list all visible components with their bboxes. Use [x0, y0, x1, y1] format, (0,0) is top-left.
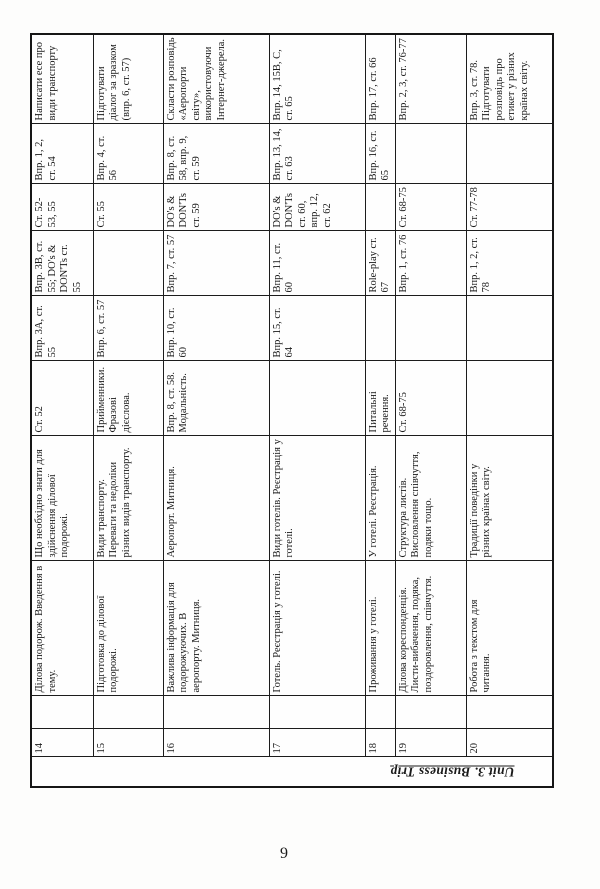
exercise-cell: Впр. 1, 2, ст. 54: [31, 124, 93, 184]
lesson-number-cell: 18: [365, 729, 395, 757]
exercise-cell: Впр. 6, ст. 57: [93, 296, 163, 361]
homework-cell: Підготувати діалог за зразком (впр. 6, с…: [93, 34, 163, 124]
exercise-cell: Впр. 8, ст. 58, впр. 9, ст. 59: [163, 124, 269, 184]
grammar-cell: Ст. 52: [31, 361, 93, 436]
exercise-cell: Ст. 55: [93, 184, 163, 231]
unit-label-cell: Unit 3. Business Trip: [31, 757, 553, 787]
lesson-number-cell: 20: [466, 729, 553, 757]
exercise-cell: [365, 296, 395, 361]
exercise-cell: Впр. 1, ст. 76: [395, 231, 466, 296]
homework-cell: Впр. 2, 3, ст. 76-77: [395, 34, 466, 124]
rotated-table-wrap: Unit 3. Business Trip 14 Ділова подорож.…: [30, 33, 554, 788]
exercise-cell: [365, 184, 395, 231]
exercise-cell: [466, 124, 553, 184]
grammar-cell: Впр. 8, ст. 58. Модальність.: [163, 361, 269, 436]
exercise-cell: Впр. 11, ст. 60: [269, 231, 365, 296]
date-cell: [31, 696, 93, 729]
homework-cell: Впр. 14, 15В, С, ст. 65: [269, 34, 365, 124]
exercise-cell: DO's & DON'Ts ст. 59: [163, 184, 269, 231]
topic-cell: Важлива інформація для подорожуючих. В а…: [163, 561, 269, 696]
exercise-cell: Ст. 68-75: [395, 184, 466, 231]
date-cell: [269, 696, 365, 729]
date-cell: [163, 696, 269, 729]
exercise-cell: Role-play ст. 67: [365, 231, 395, 296]
exercise-cell: [395, 124, 466, 184]
lesson-number-cell: 15: [93, 729, 163, 757]
table-row: 16 Важлива інформація для подорожуючих. …: [163, 34, 269, 787]
unit-title: Unit 3. Business Trip: [389, 764, 514, 780]
exercise-cell: Ст. 52-53, 55: [31, 184, 93, 231]
subtopic-cell: Види готелів. Реєстрація у готелі.: [269, 436, 365, 561]
homework-cell: Скласти розповідь «Аеропорти світу», вик…: [163, 34, 269, 124]
lesson-number-cell: 19: [395, 729, 466, 757]
grammar-cell: Прийменники. Фразові дієслова.: [93, 361, 163, 436]
subtopic-cell: Види транспорту. Переваги та недоліки рі…: [93, 436, 163, 561]
subtopic-cell: Що необхідно знати для здійснення ділово…: [31, 436, 93, 561]
lesson-number-cell: 16: [163, 729, 269, 757]
date-cell: [93, 696, 163, 729]
table-row: Unit 3. Business Trip 14 Ділова подорож.…: [31, 34, 553, 787]
subtopic-cell: Структура листів. Висловлення співчуття,…: [395, 436, 466, 561]
date-cell: [365, 696, 395, 729]
grammar-cell: [269, 361, 365, 436]
table-row: 19 Ділова кореспонденція. Листи-вибаченн…: [395, 34, 466, 787]
exercise-cell: Ст. 77-78: [466, 184, 553, 231]
exercise-cell: [395, 296, 466, 361]
exercise-cell: Впр. 3В, ст. 55; DO's & DON'Ts ст. 55: [31, 231, 93, 296]
topic-cell: Підготовка до ділової подорожі.: [93, 561, 163, 696]
exercise-cell: [93, 231, 163, 296]
exercise-cell: Впр. 15, ст. 64: [269, 296, 365, 361]
table-row: 15 Підготовка до ділової подорожі. Види …: [93, 34, 163, 787]
topic-cell: Ділова кореспонденція. Листи-вибачення, …: [395, 561, 466, 696]
exercise-cell: Впр. 10, ст. 60: [163, 296, 269, 361]
table-row: 17 Готель. Реєстрація у готелі. Види гот…: [269, 34, 365, 787]
date-cell: [395, 696, 466, 729]
table-row: 18 Проживання у готелі. У готелі. Реєстр…: [365, 34, 395, 787]
homework-cell: Впр. 17, ст. 66: [365, 34, 395, 124]
exercise-cell: DO's & DON'Ts ст. 60, впр. 12, ст. 62: [269, 184, 365, 231]
subtopic-cell: Аеропорт. Митниця.: [163, 436, 269, 561]
topic-cell: Робота з текстом для читання.: [466, 561, 553, 696]
subtopic-cell: Традиції поведінки у різних країнах світ…: [466, 436, 553, 561]
table-row: 20 Робота з текстом для читання. Традиці…: [466, 34, 553, 787]
topic-cell: Готель. Реєстрація у готелі.: [269, 561, 365, 696]
exercise-cell: Впр. 3А, ст. 55: [31, 296, 93, 361]
exercise-cell: Впр. 1, 2, ст. 78: [466, 231, 553, 296]
date-cell: [466, 696, 553, 729]
lesson-number-cell: 17: [269, 729, 365, 757]
grammar-cell: [466, 361, 553, 436]
lesson-plan-table: Unit 3. Business Trip 14 Ділова подорож.…: [30, 33, 554, 788]
lesson-number-cell: 14: [31, 729, 93, 757]
exercise-cell: [466, 296, 553, 361]
exercise-cell: Впр. 13, 14, ст. 63: [269, 124, 365, 184]
homework-cell: Написати есе про види транспорту: [31, 34, 93, 124]
grammar-cell: Ст. 68-75: [395, 361, 466, 436]
exercise-cell: Впр. 7, ст. 57: [163, 231, 269, 296]
page-number: 9: [280, 845, 288, 862]
topic-cell: Проживання у готелі.: [365, 561, 395, 696]
homework-cell: Впр. 3, ст. 78. Підготувати розповідь пр…: [466, 34, 553, 124]
subtopic-cell: У готелі. Реєстрація.: [365, 436, 395, 561]
exercise-cell: Впр. 16, ст. 65: [365, 124, 395, 184]
exercise-cell: Впр. 4, ст. 56: [93, 124, 163, 184]
topic-cell: Ділова подорож. Введення в тему.: [31, 561, 93, 696]
grammar-cell: Питальні речення.: [365, 361, 395, 436]
